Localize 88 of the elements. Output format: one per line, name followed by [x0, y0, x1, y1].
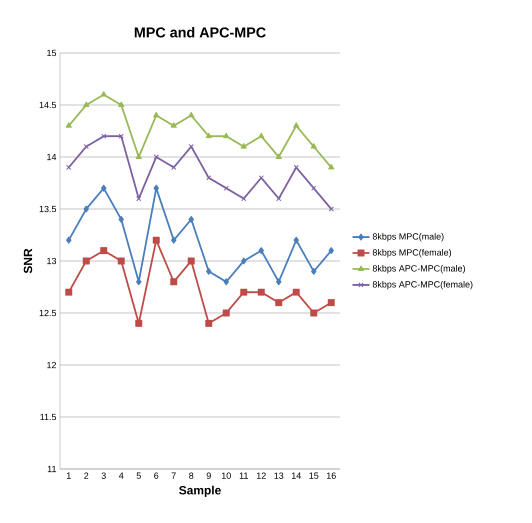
y-tick-label: 13.5 [40, 206, 56, 212]
point [154, 154, 159, 160]
y-tick-label: 14.5 [40, 102, 56, 108]
point [100, 247, 108, 254]
point [188, 112, 194, 118]
point [292, 288, 300, 296]
point [101, 184, 106, 192]
point [118, 258, 125, 264]
y-tick-label: 11.5 [40, 414, 56, 420]
point [241, 196, 246, 202]
point [188, 216, 194, 223]
x-tick-label: 15 [309, 472, 318, 479]
point [152, 236, 160, 244]
legend-label: 8kbps APC-MPC(female) [372, 280, 472, 290]
point [240, 143, 247, 149]
point [206, 132, 212, 138]
x-tick-label: 4 [118, 472, 124, 479]
point [310, 143, 317, 149]
point [206, 268, 212, 275]
point [153, 112, 160, 118]
point [293, 122, 300, 128]
y-tick-label: 12.5 [40, 310, 56, 316]
point [240, 288, 248, 296]
point [118, 216, 124, 223]
point [224, 186, 229, 191]
point [170, 278, 178, 286]
legend-label: 8kbps MPC(female) [372, 249, 452, 258]
point [118, 102, 124, 107]
point [258, 132, 264, 138]
point [222, 310, 230, 316]
x-tick-label: 12 [256, 472, 266, 479]
x-tick-label: 9 [206, 472, 211, 479]
point [66, 236, 72, 244]
point [310, 310, 318, 316]
point [223, 132, 230, 138]
point [311, 186, 316, 191]
point [135, 320, 142, 327]
chart-title: MPC and APC-MPC [134, 26, 266, 38]
x-tick-label: 6 [154, 472, 158, 479]
point [171, 164, 176, 170]
point [83, 102, 90, 107]
y-tick-label: 11 [48, 466, 56, 472]
point [171, 236, 176, 244]
x-tick-label: 16 [326, 472, 336, 479]
point [294, 236, 299, 244]
point [170, 122, 177, 128]
point [84, 206, 89, 212]
point [276, 154, 282, 159]
x-tick-label: 13 [274, 472, 284, 479]
point [276, 278, 282, 286]
legend-label: 8kbps APC-MPC(male) [372, 264, 465, 274]
y-tick-label: 14 [47, 154, 56, 160]
point [84, 144, 89, 150]
y-tick-label: 13 [47, 258, 56, 264]
point [328, 299, 335, 306]
point [82, 258, 90, 264]
point [100, 91, 107, 97]
x-tick-label: 5 [136, 472, 141, 479]
point [328, 247, 334, 254]
point [311, 268, 316, 275]
x-tick-label: 2 [84, 472, 88, 479]
point [275, 299, 282, 306]
legend-label: 8kbps MPC(male) [372, 233, 444, 242]
point [188, 258, 195, 264]
x-tick-label: 1 [66, 472, 71, 479]
x-tick-label: 10 [222, 472, 231, 479]
point [66, 122, 72, 128]
point [258, 288, 265, 296]
x-tick-label: 11 [240, 472, 248, 479]
point [205, 320, 212, 327]
x-tick-label: 3 [102, 472, 106, 479]
x-axis-title: Sample [179, 486, 221, 497]
point [136, 154, 142, 159]
y-tick-label: 15 [47, 50, 56, 56]
x-tick-label: 8 [189, 472, 194, 479]
point [118, 134, 124, 139]
point [328, 164, 334, 170]
y-tick-label: 12 [47, 362, 56, 368]
x-tick-label: 14 [292, 472, 301, 479]
point [65, 288, 72, 296]
point [258, 247, 264, 254]
y-axis-title: SNR [24, 248, 32, 274]
point [101, 134, 106, 139]
point [241, 258, 246, 264]
point [206, 175, 212, 180]
point [136, 196, 142, 202]
point [224, 278, 229, 286]
x-tick-label: 7 [172, 472, 176, 479]
